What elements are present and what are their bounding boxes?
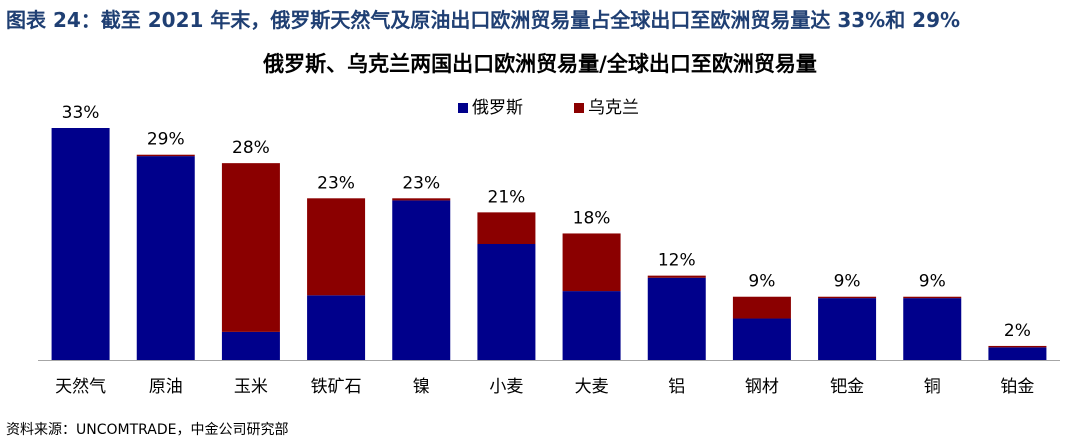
data-label: 21%: [488, 187, 526, 207]
bar-russia-5: [477, 244, 536, 360]
bar-ukraine-3: [307, 198, 366, 296]
category-label: 小麦: [489, 377, 523, 397]
bar-ukraine-1: [136, 154, 195, 157]
category-label: 镍: [413, 377, 430, 397]
bar-russia-11: [988, 347, 1047, 360]
data-label: 28%: [232, 138, 270, 158]
data-label: 9%: [748, 272, 775, 292]
bar-russia-2: [221, 331, 280, 360]
data-label: 2%: [1004, 321, 1031, 341]
bar-russia-9: [818, 298, 877, 360]
bar-ukraine-5: [477, 212, 536, 244]
bar-russia-1: [136, 156, 195, 360]
source-note: 资料来源：UNCOMTRADE，中金公司研究部: [6, 422, 289, 438]
category-label: 铜: [924, 377, 941, 397]
category-label: 大麦: [575, 377, 609, 397]
category-label: 钢材: [745, 377, 779, 397]
bar-russia-0: [51, 128, 110, 360]
legend-label-russia: 俄罗斯: [472, 98, 523, 118]
data-label: 18%: [573, 208, 611, 228]
bar-ukraine-8: [732, 296, 791, 319]
data-label: 29%: [147, 130, 185, 150]
bar-ukraine-11: [988, 345, 1047, 348]
category-label: 铂金: [1000, 377, 1034, 397]
bar-russia-8: [732, 318, 791, 360]
chart-subtitle: 俄罗斯、乌克兰两国出口欧洲贸易量/全球出口至欧洲贸易量: [263, 52, 817, 76]
bar-russia-10: [903, 298, 962, 360]
data-label: 9%: [834, 272, 861, 292]
legend-swatch-ukraine: [574, 103, 584, 113]
bar-ukraine-7: [647, 275, 706, 278]
bar-ukraine-2: [221, 163, 280, 332]
legend-swatch-russia: [458, 103, 468, 113]
bar-ukraine-10: [903, 296, 962, 299]
category-label: 钯金: [830, 377, 864, 397]
bar-russia-6: [562, 291, 621, 360]
category-label: 铁矿石: [311, 377, 362, 397]
legend-label-ukraine: 乌克兰: [588, 98, 639, 118]
bar-russia-4: [392, 200, 451, 360]
data-label: 9%: [919, 272, 946, 292]
bar-ukraine-9: [818, 296, 877, 299]
data-label: 33%: [62, 103, 100, 123]
category-label: 天然气: [55, 377, 106, 397]
category-label: 原油: [149, 377, 183, 397]
bar-russia-7: [647, 277, 706, 360]
category-label: 铝: [668, 377, 685, 397]
data-label: 23%: [402, 173, 440, 193]
chart-title: 图表 24：截至 2021 年末，俄罗斯天然气及原油出口欧洲贸易量占全球出口至欧…: [6, 8, 961, 32]
bar-ukraine-6: [562, 233, 621, 292]
category-label: 玉米: [234, 377, 268, 397]
bar-russia-3: [307, 295, 366, 360]
data-label: 23%: [317, 173, 355, 193]
bar-ukraine-4: [392, 198, 451, 201]
data-label: 12%: [658, 251, 696, 271]
